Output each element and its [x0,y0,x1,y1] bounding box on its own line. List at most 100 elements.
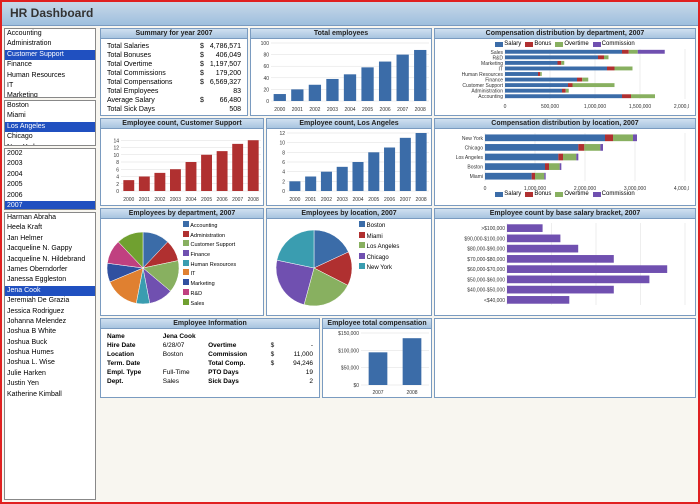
svg-text:2008: 2008 [406,390,417,395]
svg-text:$90,000-$100,000: $90,000-$100,000 [464,236,505,242]
emp-info-panel: Employee Information NameJena CookHire D… [100,318,320,398]
svg-text:10: 10 [113,153,119,159]
extra-panel [434,318,696,398]
svg-text:2006: 2006 [217,197,228,203]
svg-text:2004: 2004 [344,107,355,113]
svg-text:2001: 2001 [292,107,303,113]
svg-text:2008: 2008 [248,197,259,203]
svg-text:6: 6 [116,167,119,173]
pie-loc-chart: Employees by location, 2007 Boston Miami… [266,208,432,316]
svg-text:1,000,000: 1,000,000 [584,104,606,109]
list-item[interactable]: Boston [5,101,95,111]
emp-count-loc-chart: Employee count, Los Angeles 024681012200… [266,118,432,206]
list-item[interactable]: Jan Helmer [5,234,95,244]
list-item[interactable]: Joshua B White [5,327,95,337]
svg-text:2003: 2003 [337,197,348,203]
svg-text:2006: 2006 [384,197,395,203]
list-item[interactable]: Joshua Humes [5,348,95,358]
svg-text:0: 0 [504,104,507,109]
list-item[interactable]: 2007 [5,201,95,210]
svg-text:2005: 2005 [368,197,379,203]
list-item[interactable]: Joshua Buck [5,338,95,348]
list-item[interactable]: Jessica Rodriguez [5,307,95,317]
summary-table: Total Salaries$4,786,571Total Bonuses$40… [103,41,245,115]
svg-text:8: 8 [116,160,119,166]
svg-text:$80,000-$90,000: $80,000-$90,000 [467,247,505,253]
svg-text:12: 12 [279,131,285,137]
svg-text:2003: 2003 [327,107,338,113]
list-item[interactable]: Jacqueline N. Gappy [5,244,95,254]
svg-text:>$100,000: >$100,000 [481,226,505,232]
svg-text:12: 12 [113,146,119,152]
list-item[interactable]: James Oberndorfer [5,265,95,275]
svg-text:Accounting: Accounting [478,94,503,100]
emp-comp-chart: Employee total compensation $0$50,000$10… [322,318,432,398]
svg-text:Los Angeles: Los Angeles [456,155,484,161]
list-item[interactable]: Julie Harken [5,369,95,379]
svg-text:2000: 2000 [274,107,285,113]
list-item[interactable]: 2004 [5,170,95,180]
svg-text:2001: 2001 [139,197,150,203]
department-listbox[interactable]: AccountingAdministrationCustomer Support… [4,28,96,98]
list-item[interactable]: Jena Cook [5,286,95,296]
svg-text:$70,000-$80,000: $70,000-$80,000 [467,257,505,263]
svg-text:$50,000: $50,000 [341,366,359,372]
list-item[interactable]: Customer Support [5,50,95,60]
list-item[interactable]: Joshua L. Wise [5,358,95,368]
svg-text:2007: 2007 [372,390,383,395]
svg-text:4: 4 [282,170,285,176]
list-item[interactable]: Janessa Eggleston [5,275,95,285]
pie-dept-chart: Employees by department, 2007 Accounting… [100,208,264,316]
dashboard-title: HR Dashboard [2,2,698,26]
list-item[interactable]: Administration [5,39,95,49]
svg-text:80: 80 [263,53,269,59]
list-item[interactable]: Marketing [5,91,95,98]
list-item[interactable]: Jeremiah De Grazia [5,296,95,306]
svg-text:2000: 2000 [123,197,134,203]
list-item[interactable]: IT [5,81,95,91]
list-item[interactable]: 2003 [5,159,95,169]
svg-text:Chicago: Chicago [465,145,484,151]
svg-text:2: 2 [282,179,285,185]
list-item[interactable]: Jacqueline N. Hildebrand [5,255,95,265]
svg-text:Miami: Miami [470,174,483,180]
list-item[interactable]: Los Angeles [5,122,95,132]
svg-text:$150,000: $150,000 [338,331,359,337]
list-item[interactable]: Justin Yen [5,379,95,389]
svg-text:2007: 2007 [232,197,243,203]
svg-text:2,000,000: 2,000,000 [674,104,689,109]
svg-text:<$40,000: <$40,000 [484,298,505,304]
svg-text:$50,000-$60,000: $50,000-$60,000 [467,277,505,283]
list-item[interactable]: New York [5,143,95,146]
total-employees-chart: Total employees 020406080100200020012002… [250,28,432,116]
list-item[interactable]: Harman Abraha [5,213,95,223]
location-listbox[interactable]: BostonMiamiLos AngelesChicagoNew York [4,100,96,146]
list-item[interactable]: 2002 [5,149,95,159]
list-item[interactable]: Johanna Melendez [5,317,95,327]
list-item[interactable]: Human Resources [5,71,95,81]
svg-text:2003: 2003 [170,197,181,203]
list-item[interactable]: Accounting [5,29,95,39]
summary-panel: Summary for year 2007 Total Salaries$4,7… [100,28,248,116]
comp-dept-chart: Compensation distribution by department,… [434,28,696,116]
svg-text:8: 8 [282,150,285,156]
list-item[interactable]: Katherine Kimball [5,390,95,400]
summary-title: Summary for year 2007 [101,29,247,39]
list-item[interactable]: Finance [5,60,95,70]
year-listbox[interactable]: 2002200320042005200620072008 [4,148,96,210]
svg-text:2008: 2008 [415,107,426,113]
list-item[interactable]: 2005 [5,180,95,190]
list-item[interactable]: 2006 [5,191,95,201]
svg-text:2002: 2002 [321,197,332,203]
pie-dept-legend: Accounting Administration Customer Suppo… [183,221,236,313]
svg-text:500,000: 500,000 [541,104,559,109]
emp-count-dept-chart: Employee count, Customer Support 0246810… [100,118,264,206]
comp-loc-legend: SalaryBonusOvertimeCommission [437,191,693,197]
employee-listbox[interactable]: Harman AbrahaHeela KraftJan HelmerJacque… [4,212,96,500]
list-item[interactable]: Chicago [5,132,95,142]
svg-text:60: 60 [263,64,269,70]
svg-text:0: 0 [116,189,119,195]
list-item[interactable]: Miami [5,111,95,121]
svg-text:2005: 2005 [362,107,373,113]
list-item[interactable]: Heela Kraft [5,223,95,233]
